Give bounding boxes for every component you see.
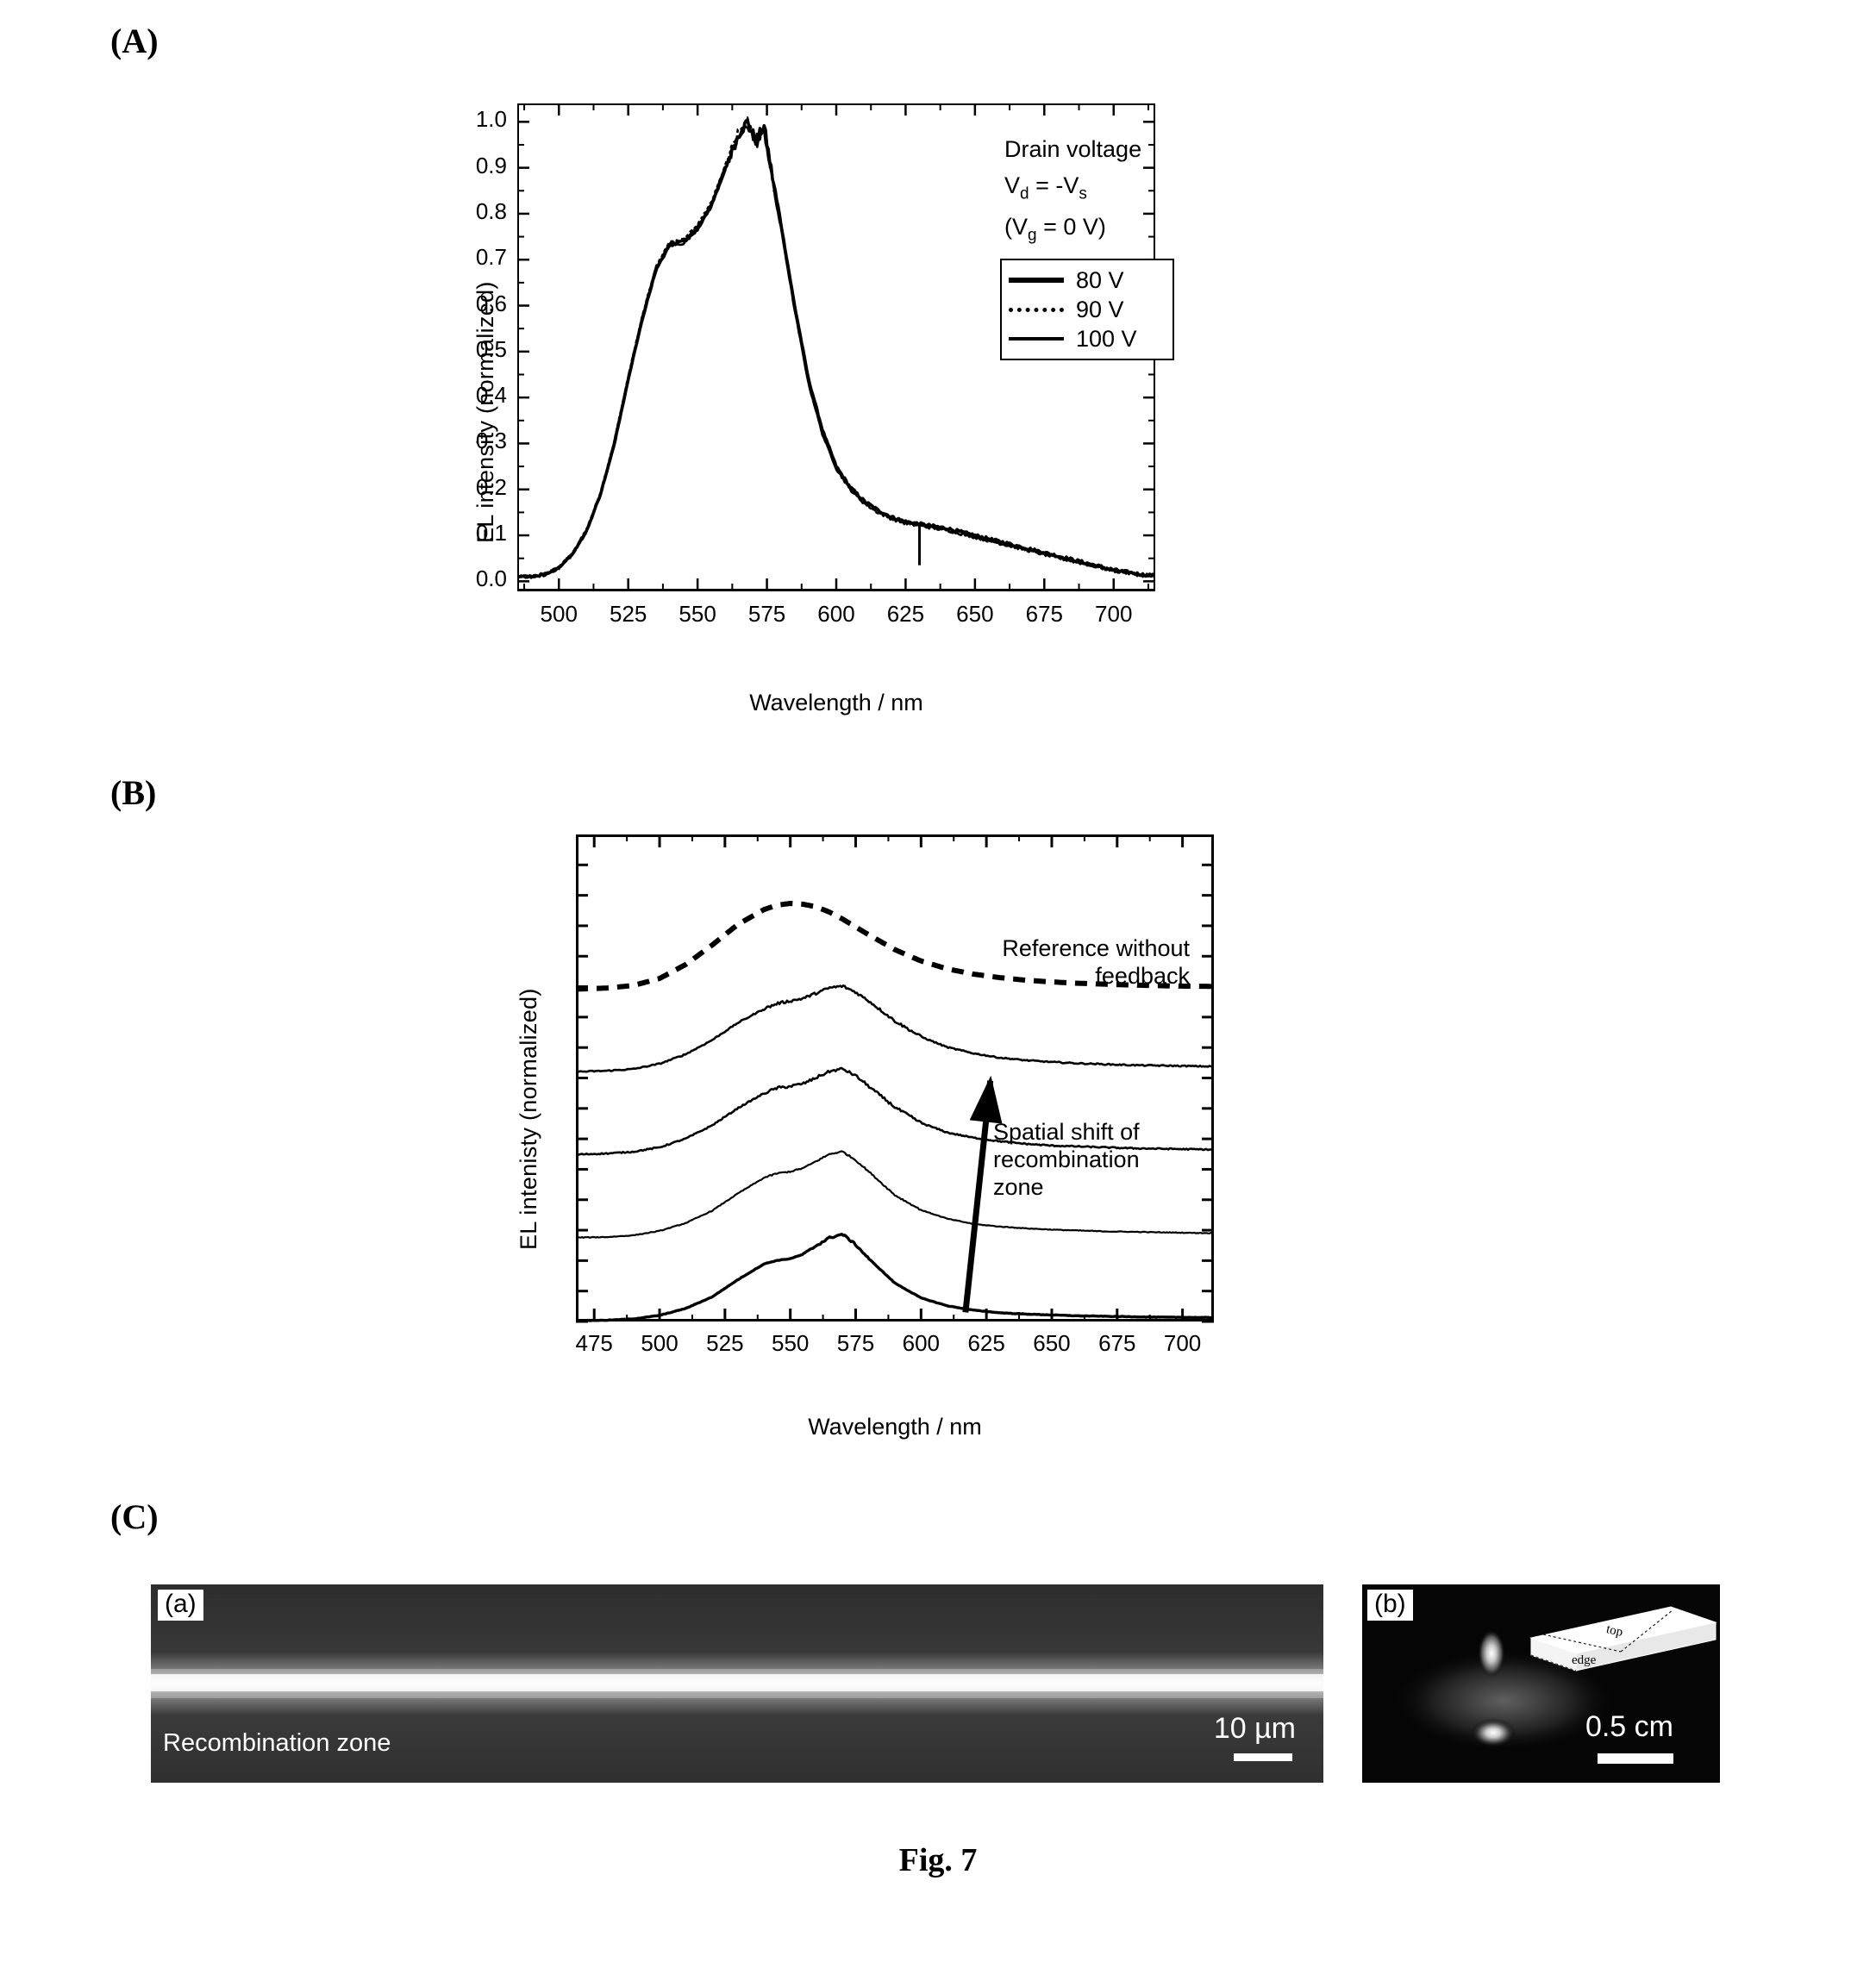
inset-label-edge: edge	[1572, 1653, 1596, 1668]
legend-row-90v: 90 V	[1009, 295, 1164, 324]
panel-a-ytick-0.0: 0.0	[438, 565, 507, 592]
panel-b-x-axis-label: Wavelength / nm	[576, 1414, 1214, 1440]
panel-a-y-axis-label: EL intensity (normalized)	[472, 281, 499, 543]
reference-line-1: Reference without	[966, 935, 1190, 963]
panel-a-ytick-0.9: 0.9	[438, 153, 507, 179]
panel-a-xtick-525: 525	[590, 601, 667, 628]
panel-a-xtick-675: 675	[1005, 601, 1083, 628]
panel-label-c: (C)	[110, 1496, 159, 1537]
vs-subscript: s	[1079, 184, 1087, 203]
vg-value: = 0 V)	[1037, 214, 1106, 240]
figure-caption: Fig. 7	[0, 1841, 1876, 1879]
image-b-scale-bar	[1598, 1753, 1673, 1764]
panel-a-annotation-vd: Vd = -Vs	[1004, 172, 1087, 204]
vd-equals: = -V	[1029, 172, 1079, 198]
legend-label-90v: 90 V	[1076, 297, 1124, 323]
legend-label-100v: 100 V	[1076, 326, 1137, 353]
panel-b-annotation-reference: Reference without feedback	[966, 935, 1190, 990]
panel-label-a: (A)	[110, 21, 159, 61]
vd-symbol: V	[1004, 172, 1020, 198]
panel-a-xtick-550: 550	[659, 601, 736, 628]
image-b-scale-text: 0.5 cm	[1585, 1710, 1673, 1744]
vg-symbol: (V	[1004, 214, 1028, 240]
panel-a-annotation-title: Drain voltage	[1004, 136, 1141, 164]
legend-line-100v	[1009, 337, 1064, 341]
panel-c-image-b: (b) top edge 0.5 cm	[1362, 1584, 1720, 1783]
panel-a-ytick-1.0: 1.0	[438, 106, 507, 133]
panel-c-image-a: (a) Recombination zone 10 µm	[151, 1584, 1323, 1783]
legend-line-90v	[1009, 308, 1064, 312]
image-a-scale-bar	[1234, 1753, 1292, 1761]
legend-row-80v: 80 V	[1009, 266, 1164, 295]
reference-line-2: feedback	[966, 963, 1190, 990]
legend-label-80v: 80 V	[1076, 267, 1124, 294]
shift-line-1: Spatial shift of	[993, 1119, 1140, 1147]
panel-a-x-axis-label: Wavelength / nm	[517, 690, 1155, 716]
panel-a-xtick-600: 600	[797, 601, 875, 628]
panel-label-b: (B)	[110, 772, 156, 813]
image-a-scale-text: 10 µm	[1214, 1712, 1296, 1746]
panel-a-xtick-700: 700	[1075, 601, 1153, 628]
panel-b-xtick-700: 700	[1144, 1330, 1222, 1357]
panel-a-annotation-vg: (Vg = 0 V)	[1004, 214, 1106, 246]
panel-a-ytick-0.7: 0.7	[438, 244, 507, 271]
panel-a-xtick-625: 625	[866, 601, 944, 628]
panel-b-plot	[576, 834, 1214, 1352]
recombination-zone-caption: Recombination zone	[163, 1729, 391, 1758]
legend-row-100v: 100 V	[1009, 324, 1164, 353]
panel-a-xtick-650: 650	[936, 601, 1014, 628]
panel-b-svg	[576, 834, 1214, 1352]
panel-a-ytick-0.8: 0.8	[438, 198, 507, 225]
legend-line-80v	[1009, 278, 1064, 283]
vg-subscript: g	[1028, 226, 1037, 244]
vd-subscript: d	[1020, 184, 1029, 203]
shift-line-3: zone	[993, 1174, 1140, 1202]
panel-a-legend: 80 V 90 V 100 V	[1000, 259, 1174, 360]
image-a-tag: (a)	[158, 1590, 203, 1621]
panel-a-xtick-575: 575	[729, 601, 806, 628]
shift-line-2: recombination	[993, 1147, 1140, 1174]
image-b-tag: (b)	[1367, 1590, 1413, 1621]
panel-b-y-axis-label: EL intenisty (normalized)	[516, 988, 542, 1250]
panel-a-xtick-500: 500	[520, 601, 597, 628]
panel-b-annotation-shift: Spatial shift of recombination zone	[993, 1119, 1140, 1202]
